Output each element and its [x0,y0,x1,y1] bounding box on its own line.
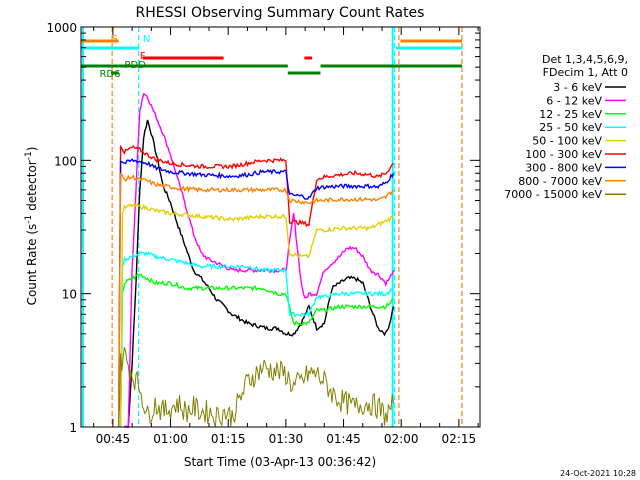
y-tick-label: 100 [54,154,77,168]
y-axis-label-sup-1: -1 [24,215,34,224]
x-tick-label: 01:45 [326,432,361,446]
y-axis-label: Count Rate (s-1 detector-1) [24,147,39,306]
series-line [124,119,395,428]
y-axis-label-sup-2: -1 [24,151,34,160]
series-line [118,144,394,428]
x-tick-label: 01:30 [269,432,304,446]
y-axis-label-end: ) [25,147,39,152]
x-axis-label: Start Time (03-Apr-13 00:36:42) [184,455,376,469]
legend: Det 1,3,4,5,6,9,FDecim 1, Att 0 3 - 6 keV… [504,53,628,201]
series-line [118,347,394,428]
legend-header: Det 1,3,4,5,6,9, [542,53,628,66]
legend-entry-label: 300 - 800 keV [525,161,602,174]
x-tick-label: 01:15 [211,432,246,446]
x-tick-label: 02:15 [442,432,477,446]
legend-entry-label: 12 - 25 keV [539,108,602,121]
y-axis-label-main: Count Rate (s [25,224,39,306]
x-tick-label: 01:00 [153,432,188,446]
annotation-label: PDD [124,60,146,71]
annotation-label: S [112,34,118,45]
legend-entry-label: 800 - 7000 keV [518,175,602,188]
series-line [118,172,395,428]
series-line [119,202,394,426]
series-layer [118,92,395,428]
annotation-label: RD6 [99,69,120,80]
legend-entry-label: 3 - 6 keV [553,81,602,94]
y-axis-label-rest: detector [25,160,39,215]
chart-title: RHESSI Observing Summary Count Rates [136,5,425,21]
legend-header: FDecim 1, Att 0 [543,66,628,79]
legend-entry-label: 7000 - 15000 keV [504,188,602,201]
x-tick-label: 00:45 [96,432,131,446]
legend-entry-label: 100 - 300 keV [525,148,602,161]
series-line [119,273,394,426]
legend-entry-label: 6 - 12 keV [546,94,602,107]
series-line [119,251,395,428]
plot-frame [80,26,481,428]
axes-layer: 00:45 01:00 01:15 01:30 01:45 02:00 02:15 1 10 10… [46,21,480,446]
y-tick-label: 1000 [46,21,77,35]
annotation-label: F [140,51,146,62]
y-tick-label: 10 [62,288,77,302]
series-line [118,158,395,428]
annotation-label: N [143,34,150,45]
footer-date: 24-Oct-2021 10:28 [560,469,636,478]
legend-entry-label: 50 - 100 keV [532,135,602,148]
legend-entry-label: 25 - 50 keV [539,121,602,134]
x-tick-label: 02:00 [384,432,419,446]
y-tick-label: 1 [69,421,77,435]
